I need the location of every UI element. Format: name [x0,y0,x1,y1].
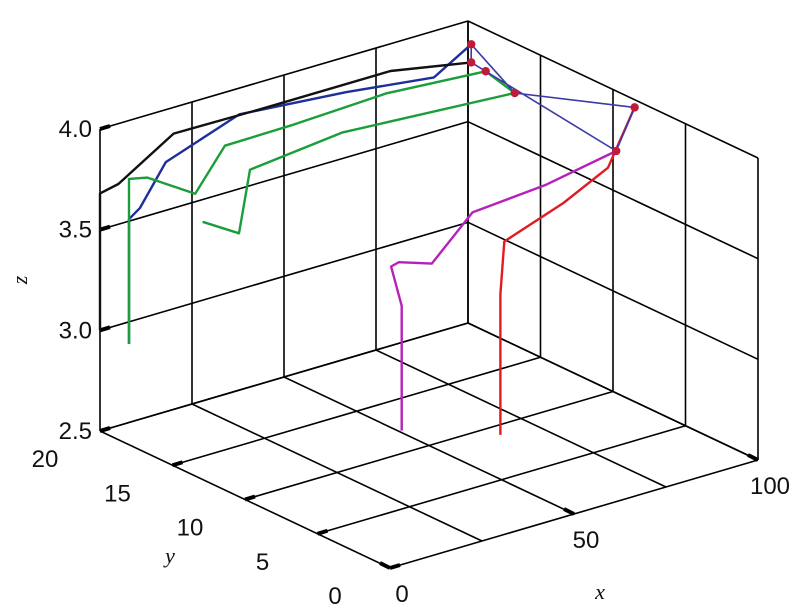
x-tick-label: 100 [750,473,790,500]
tick-labels: 0 50 100 0 5 10 15 202.5 3.0 3.5 4.0 [32,116,790,607]
z-tick-mark [99,426,111,433]
x-tick-mark [563,507,575,516]
x-tick-mark [747,453,759,462]
back-wall-horizontal-line [99,221,469,332]
y-axis-label: y [163,543,175,568]
x-tick-label: 0 [395,581,408,607]
endpoint-marker [612,146,621,156]
back-wall-horizontal-line [99,20,469,130]
z-tick-label: 4.0 [59,116,92,143]
y-tick-label: 0 [328,583,341,607]
endpoint-marker [510,88,519,98]
y-tick-mark [316,528,329,536]
y-tick-label: 10 [177,515,204,542]
side-wall-horizontal-line [467,221,759,361]
series-line-5 [499,106,636,435]
endpoint-marker [630,103,639,112]
side-wall-horizontal-line [467,120,759,260]
y-tick-label: 5 [256,549,269,576]
side-wall-horizontal-line [467,322,759,461]
endpoint-marker [481,67,490,76]
x-tick-mark [379,561,391,570]
back-wall-horizontal-line [99,322,469,432]
endpoint-markers [467,40,639,156]
back-wall-horizontal-line [99,120,469,231]
floor-grid-y-line [317,424,686,535]
y-tick-mark [244,494,256,502]
y-tick-mark [389,563,401,570]
x-axis-label: x [594,579,605,604]
series-line-3 [127,70,516,344]
z-tick-mark [99,325,111,333]
grid-layer [99,20,759,570]
series-layer [98,43,636,435]
z-tick-label: 3.5 [59,217,92,244]
y-tick-label: 20 [32,446,59,473]
series-line-1 [127,43,472,344]
endpoint-marker [467,40,476,49]
floor-grid-y-line [172,356,541,467]
z-tick-label: 2.5 [59,418,92,445]
endpoint-marker [467,58,476,67]
x-tick-label: 50 [573,527,600,554]
floor-grid-y-line [244,390,614,501]
z-tick-mark [99,224,111,232]
y-tick-mark [171,460,184,468]
z-tick-mark [99,124,111,131]
side-wall-horizontal-line [467,20,759,159]
z-tick-label: 3.0 [59,317,92,344]
series-line-2 [98,61,472,331]
z-axis-label: z [7,275,32,285]
y-tick-label: 15 [104,480,131,507]
series-line-4 [389,149,617,431]
